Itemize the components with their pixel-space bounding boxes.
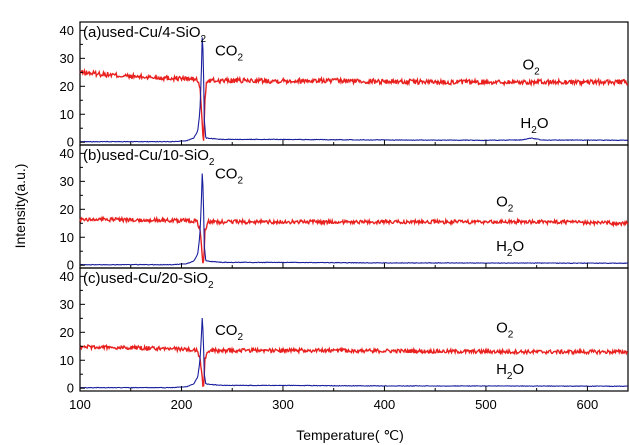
species-label: CO2 <box>215 166 244 187</box>
y-tick-label: 30 <box>60 51 74 66</box>
species-label: H2O <box>520 115 548 136</box>
species-label: O2 <box>522 57 540 78</box>
y-tick-label: 10 <box>60 107 74 122</box>
y-tick-label: 40 <box>60 269 74 284</box>
y-tick-label: 20 <box>60 325 74 340</box>
series-line-o2 <box>79 343 629 388</box>
panel-label: (a)used-Cu/4-SiO2 <box>83 24 207 45</box>
y-axis-title: Intensity(a.u.) <box>12 164 28 249</box>
series-line-co2-h2o <box>79 37 628 143</box>
y-tick-label: 0 <box>67 135 74 150</box>
x-axis-title: Temperature( ℃) <box>296 427 404 443</box>
species-label: CO2 <box>215 322 244 343</box>
species-label: O2 <box>496 319 514 340</box>
x-tick-label: 100 <box>69 397 91 412</box>
panel-label: (c)used-Cu/20-SiO2 <box>83 270 214 291</box>
panels: 0 10 20 30 40 (a)used-Cu/4-SiO2 CO2 O2 H2O 0 10 20 3… <box>60 21 629 396</box>
y-tick-label: 20 <box>60 79 74 94</box>
series-line-co2-h2o <box>79 317 628 389</box>
panel-a: 0 10 20 30 40 (a)used-Cu/4-SiO2 CO2 O2 H2O <box>60 21 629 150</box>
x-tick-label: 600 <box>577 397 599 412</box>
panel-c: 0 10 20 30 40 (c)used-Cu/20-SiO2 CO2 O2 H2O <box>60 267 629 396</box>
x-tick-label: 400 <box>374 397 396 412</box>
x-tick-label: 200 <box>171 397 193 412</box>
panel-frame <box>79 267 629 392</box>
x-tick-label: 300 <box>272 397 294 412</box>
x-axis: 100 200 300 400 500 600 <box>69 397 598 412</box>
species-label: H2O <box>496 361 524 382</box>
y-tick-label: 0 <box>67 258 74 273</box>
y-tick-label: 30 <box>60 174 74 189</box>
y-tick-label: 10 <box>60 353 74 368</box>
y-tick-label: 20 <box>60 202 74 217</box>
panel-label: (b)used-Cu/10-SiO2 <box>83 147 215 168</box>
y-tick-label: 0 <box>67 381 74 396</box>
species-label: CO2 <box>215 43 244 64</box>
x-tick-label: 500 <box>475 397 497 412</box>
y-tick-label: 10 <box>60 230 74 245</box>
species-label: H2O <box>496 238 524 259</box>
y-tick-label: 40 <box>60 23 74 38</box>
y-tick-label: 30 <box>60 297 74 312</box>
series-line-o2 <box>79 215 629 264</box>
species-label: O2 <box>496 194 514 215</box>
series-line-o2 <box>79 67 629 141</box>
y-tick-label: 40 <box>60 146 74 161</box>
series-line-co2-h2o <box>80 173 628 266</box>
